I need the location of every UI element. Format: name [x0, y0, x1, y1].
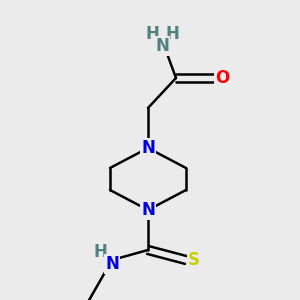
Text: O: O	[215, 69, 229, 87]
Text: H: H	[165, 25, 179, 43]
Text: N: N	[141, 201, 155, 219]
Text: S: S	[188, 251, 200, 269]
Text: N: N	[155, 37, 169, 55]
Text: H: H	[145, 25, 159, 43]
Text: N: N	[141, 139, 155, 157]
Text: N: N	[105, 255, 119, 273]
Text: H: H	[93, 243, 107, 261]
